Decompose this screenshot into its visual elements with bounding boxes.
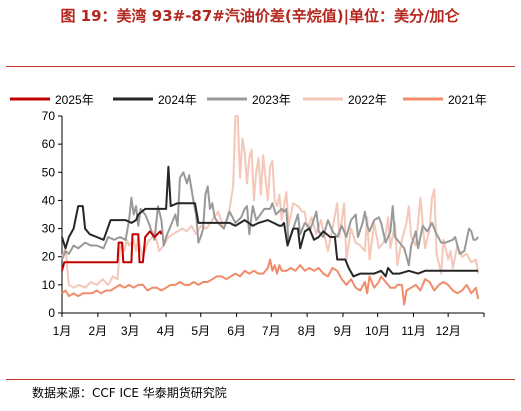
chart-title: 图 19：美湾 93#-87#汽油价差(辛烷值)|单位：美分/加仑 — [60, 7, 460, 25]
x-tick-label: 1月 — [53, 324, 72, 338]
y-tick-label: 40 — [42, 193, 56, 207]
y-tick-label: 30 — [42, 222, 56, 236]
line-chart: 2025年 2024年 2023年 2022年 2021年 0 10 20 30 40 50 60 7… — [10, 93, 487, 338]
y-tick-label: 60 — [42, 137, 56, 151]
legend-label: 2022年 — [348, 93, 387, 107]
y-axis: 0 10 20 30 40 50 60 70 — [42, 109, 63, 320]
x-axis: 1月 2月 3月 4月 5月 6月 7月 8月 9月 10月 11月 12月 — [53, 312, 485, 338]
x-tick-label: 5月 — [191, 324, 210, 338]
y-tick-label: 50 — [42, 165, 56, 179]
x-tick-label: 8月 — [298, 324, 317, 338]
x-tick-label: 4月 — [157, 324, 176, 338]
series-line-2025 — [61, 230, 163, 272]
series-line-2021 — [61, 258, 480, 306]
x-tick-label: 12月 — [435, 324, 460, 338]
source-divider — [6, 379, 515, 380]
y-tick-label: 10 — [42, 278, 56, 292]
source-note: 数据来源：CCF ICE 华泰期货研究院 — [32, 386, 227, 400]
legend-label: 2021年 — [448, 93, 487, 107]
legend-label: 2023年 — [252, 93, 291, 107]
legend-label: 2025年 — [55, 93, 94, 107]
x-tick-label: 9月 — [334, 324, 353, 338]
series-group — [61, 115, 480, 306]
x-tick-label: 2月 — [88, 324, 107, 338]
x-tick-label: 11月 — [401, 324, 425, 338]
y-tick-label: 20 — [42, 250, 56, 264]
legend-label: 2024年 — [158, 93, 197, 107]
x-tick-label: 6月 — [227, 324, 246, 338]
title-divider — [6, 66, 515, 67]
series-line-2024 — [61, 165, 479, 278]
y-tick-label: 0 — [48, 306, 55, 320]
y-tick-label: 70 — [42, 109, 56, 123]
x-tick-label: 7月 — [262, 324, 281, 338]
x-tick-label: 3月 — [121, 324, 140, 338]
x-tick-label: 10月 — [365, 324, 390, 338]
legend: 2025年 2024年 2023年 2022年 2021年 — [10, 93, 487, 107]
